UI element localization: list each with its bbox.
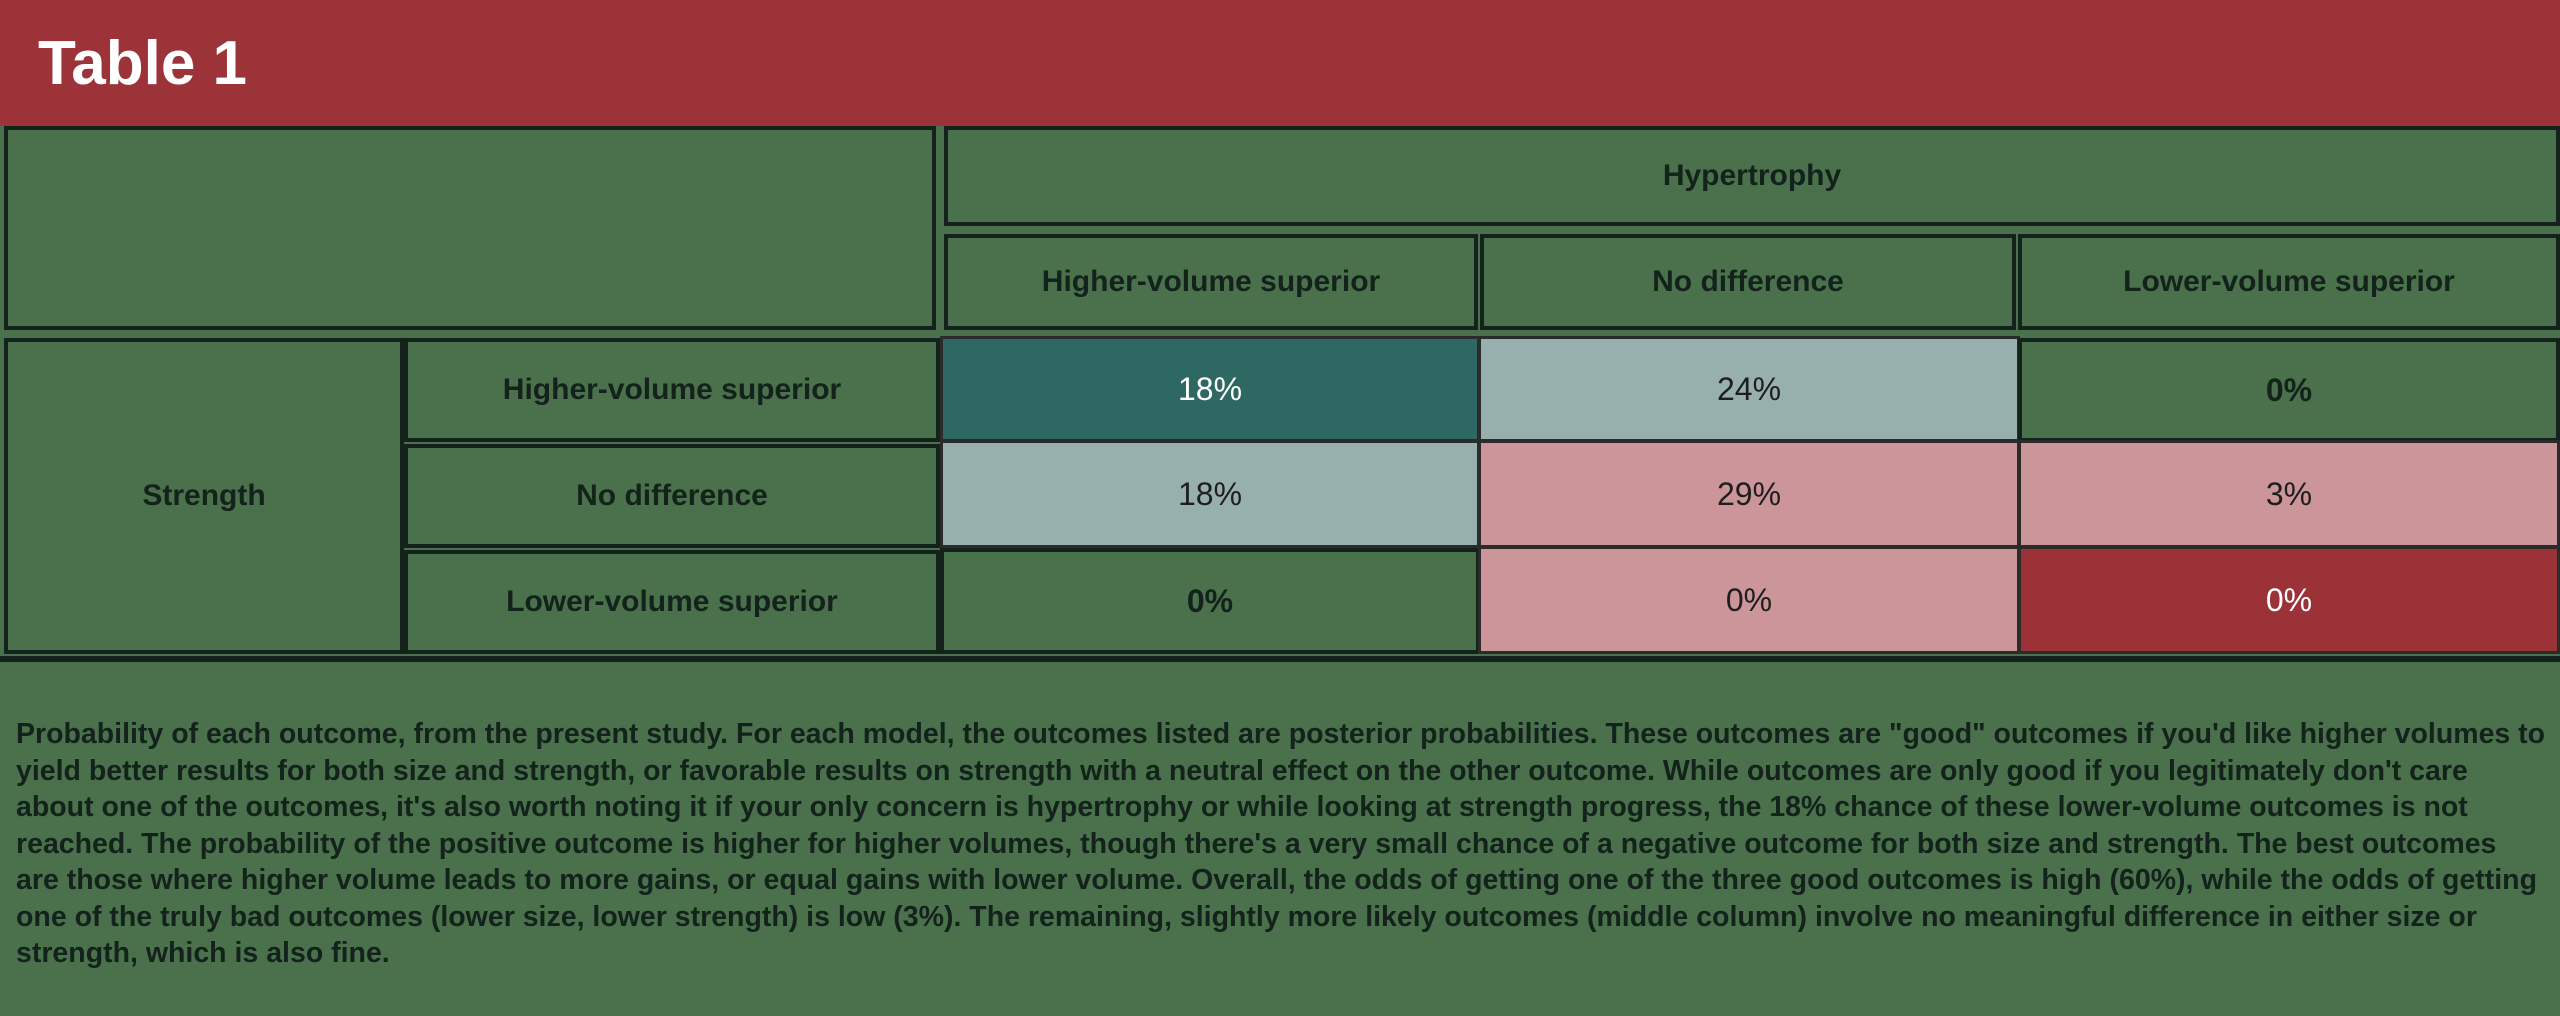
results-table: Hypertrophy Higher-volume superior No di… (0, 126, 2560, 664)
value-cell: 0% (2018, 546, 2560, 654)
value-cell: 0% (940, 548, 1480, 654)
row-header: No difference (404, 444, 940, 548)
row-header: Higher-volume superior (404, 338, 940, 442)
title-banner: Table 1 (0, 0, 2560, 126)
table-caption: Probability of each outcome, from the pr… (16, 718, 2546, 969)
column-header: No difference (1480, 234, 2016, 330)
column-header: Higher-volume superior (944, 234, 1478, 330)
row-group-header: Strength (4, 338, 404, 654)
row-header: Lower-volume superior (404, 550, 940, 654)
value-cell: 29% (1478, 440, 2020, 548)
corner-cell (4, 126, 936, 330)
value-cell: 24% (1478, 336, 2020, 442)
table-bottom-rule (0, 656, 2560, 662)
value-cell: 0% (1478, 546, 2020, 654)
value-cell: 18% (940, 336, 1480, 442)
value-cell: 0% (2018, 338, 2560, 442)
column-group-header: Hypertrophy (944, 126, 2560, 226)
column-header: Lower-volume superior (2018, 234, 2560, 330)
value-cell: 3% (2018, 440, 2560, 548)
value-cell: 18% (940, 440, 1480, 548)
table-title: Table 1 (38, 29, 248, 98)
